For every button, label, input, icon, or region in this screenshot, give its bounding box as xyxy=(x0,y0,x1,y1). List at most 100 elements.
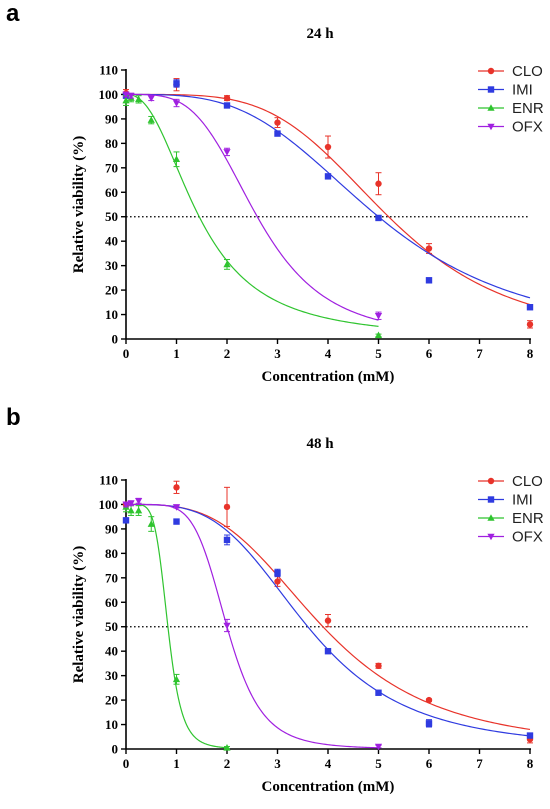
data-point xyxy=(224,102,230,108)
data-point xyxy=(274,119,280,125)
y-tick-label: 0 xyxy=(112,742,119,757)
y-tick-label: 60 xyxy=(105,595,118,610)
x-tick-label: 4 xyxy=(325,346,332,361)
chart-panel-a: a 24 h 0 10 20 30 40 50 60 70 80 90 100 110 0 1 2 3 4 5 6 7… xyxy=(0,0,550,404)
data-point xyxy=(375,215,381,221)
data-point xyxy=(173,100,180,107)
series-ofx: OFX xyxy=(122,92,542,321)
series-enr: ENR xyxy=(122,502,543,751)
x-tick-label: 7 xyxy=(476,346,483,361)
y-tick-label: 50 xyxy=(105,209,118,224)
y-tick-label: 0 xyxy=(112,332,119,347)
data-point xyxy=(224,504,230,510)
legend-label: IMI xyxy=(512,492,533,509)
fit-curve xyxy=(126,94,530,304)
x-tick-label: 5 xyxy=(375,346,382,361)
legend-label: ENR xyxy=(512,510,544,527)
data-point xyxy=(375,313,382,320)
y-tick-label: 70 xyxy=(105,570,118,585)
y-axis-title: Relative viability (%) xyxy=(71,546,87,683)
x-tick-label: 3 xyxy=(274,346,281,361)
data-point xyxy=(426,720,432,726)
y-tick-label: 80 xyxy=(105,546,118,561)
data-point xyxy=(527,732,533,738)
data-point xyxy=(426,277,432,283)
y-tick-label: 60 xyxy=(105,185,118,200)
legend-marker xyxy=(488,478,494,484)
data-point xyxy=(173,155,180,162)
data-point xyxy=(173,518,179,524)
data-point xyxy=(375,181,381,187)
y-tick-label: 10 xyxy=(105,717,118,732)
data-point xyxy=(325,617,331,623)
data-point xyxy=(375,690,381,696)
data-point xyxy=(325,144,331,150)
x-axis-title: Concentration (mM) xyxy=(262,779,395,795)
y-tick-label: 40 xyxy=(105,644,118,659)
legend-marker xyxy=(488,68,494,74)
y-tick-label: 40 xyxy=(105,234,118,249)
data-point xyxy=(223,623,230,630)
data-point xyxy=(375,332,382,339)
x-tick-label: 6 xyxy=(426,756,433,771)
x-tick-label: 8 xyxy=(527,346,534,361)
data-point xyxy=(274,130,280,136)
x-tick-label: 3 xyxy=(274,756,281,771)
y-tick-label: 80 xyxy=(105,136,118,151)
series-clo: CLO xyxy=(123,63,543,328)
data-point xyxy=(173,484,179,490)
y-tick-label: 110 xyxy=(99,63,118,78)
legend-label: IMI xyxy=(512,82,533,99)
fit-curve xyxy=(126,94,530,297)
data-point xyxy=(274,570,280,576)
y-tick-label: 70 xyxy=(105,160,118,175)
data-point xyxy=(173,80,179,86)
y-axis-title: Relative viability (%) xyxy=(71,136,87,273)
legend-marker xyxy=(488,86,494,92)
series-ofx: OFX xyxy=(122,498,542,750)
y-tick-label: 50 xyxy=(105,619,118,634)
x-tick-label: 8 xyxy=(527,756,534,771)
data-point xyxy=(426,697,432,703)
chart-svg: 0 10 20 30 40 50 60 70 80 90 100 110 0 1 2 3 4 5 6 7 8 Concen… xyxy=(0,0,550,404)
y-tick-label: 100 xyxy=(99,87,119,102)
x-tick-label: 5 xyxy=(375,756,382,771)
series-clo: CLO xyxy=(123,473,543,743)
x-axis-title: Concentration (mM) xyxy=(262,369,395,385)
data-point xyxy=(274,578,280,584)
x-tick-label: 2 xyxy=(224,756,231,771)
fit-curve xyxy=(126,504,227,747)
x-tick-label: 6 xyxy=(426,346,433,361)
x-tick-label: 7 xyxy=(476,756,483,771)
y-tick-label: 30 xyxy=(105,258,118,273)
x-tick-label: 0 xyxy=(123,346,130,361)
legend-label: OFX xyxy=(512,529,543,546)
y-tick-label: 10 xyxy=(105,307,118,322)
y-tick-label: 20 xyxy=(105,283,118,298)
fit-curve xyxy=(126,94,379,326)
data-point xyxy=(426,245,432,251)
x-tick-label: 1 xyxy=(173,346,180,361)
legend-marker xyxy=(488,496,494,502)
data-point xyxy=(325,648,331,654)
x-tick-label: 4 xyxy=(325,756,332,771)
y-tick-label: 90 xyxy=(105,111,118,126)
data-point xyxy=(527,304,533,310)
chart-panel-b: b 48 h 0 10 20 30 40 50 60 70 80 90 100 110 0 1 2 3 4 5 6 7… xyxy=(0,404,550,808)
y-tick-label: 100 xyxy=(99,497,119,512)
y-tick-label: 30 xyxy=(105,668,118,683)
series-imi: IMI xyxy=(123,80,533,311)
data-point xyxy=(375,663,381,669)
x-tick-label: 0 xyxy=(123,756,130,771)
x-tick-label: 2 xyxy=(224,346,231,361)
legend-label: ENR xyxy=(512,100,544,117)
data-point xyxy=(224,537,230,543)
y-tick-label: 90 xyxy=(105,521,118,536)
y-tick-label: 110 xyxy=(99,473,118,488)
y-tick-label: 20 xyxy=(105,693,118,708)
chart-svg: 0 10 20 30 40 50 60 70 80 90 100 110 0 1 2 3 4 5 6 7 8 Concen… xyxy=(0,404,550,808)
legend-label: OFX xyxy=(512,119,543,136)
data-point xyxy=(224,95,230,101)
data-point xyxy=(527,321,533,327)
legend-label: CLO xyxy=(512,63,543,80)
